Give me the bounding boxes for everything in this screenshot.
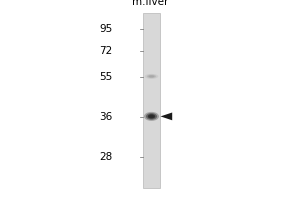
Text: 95: 95 [99,24,112,34]
Ellipse shape [148,75,154,78]
Text: 36: 36 [99,112,112,122]
Ellipse shape [147,75,156,78]
Text: 55: 55 [99,72,112,82]
Text: 28: 28 [99,152,112,162]
Text: 72: 72 [99,46,112,56]
Text: m.liver: m.liver [132,0,168,7]
Polygon shape [160,112,172,120]
Ellipse shape [146,113,157,120]
Ellipse shape [144,112,159,121]
Ellipse shape [149,115,154,118]
Bar [143,13,160,188]
Ellipse shape [145,74,158,79]
Ellipse shape [148,114,155,119]
